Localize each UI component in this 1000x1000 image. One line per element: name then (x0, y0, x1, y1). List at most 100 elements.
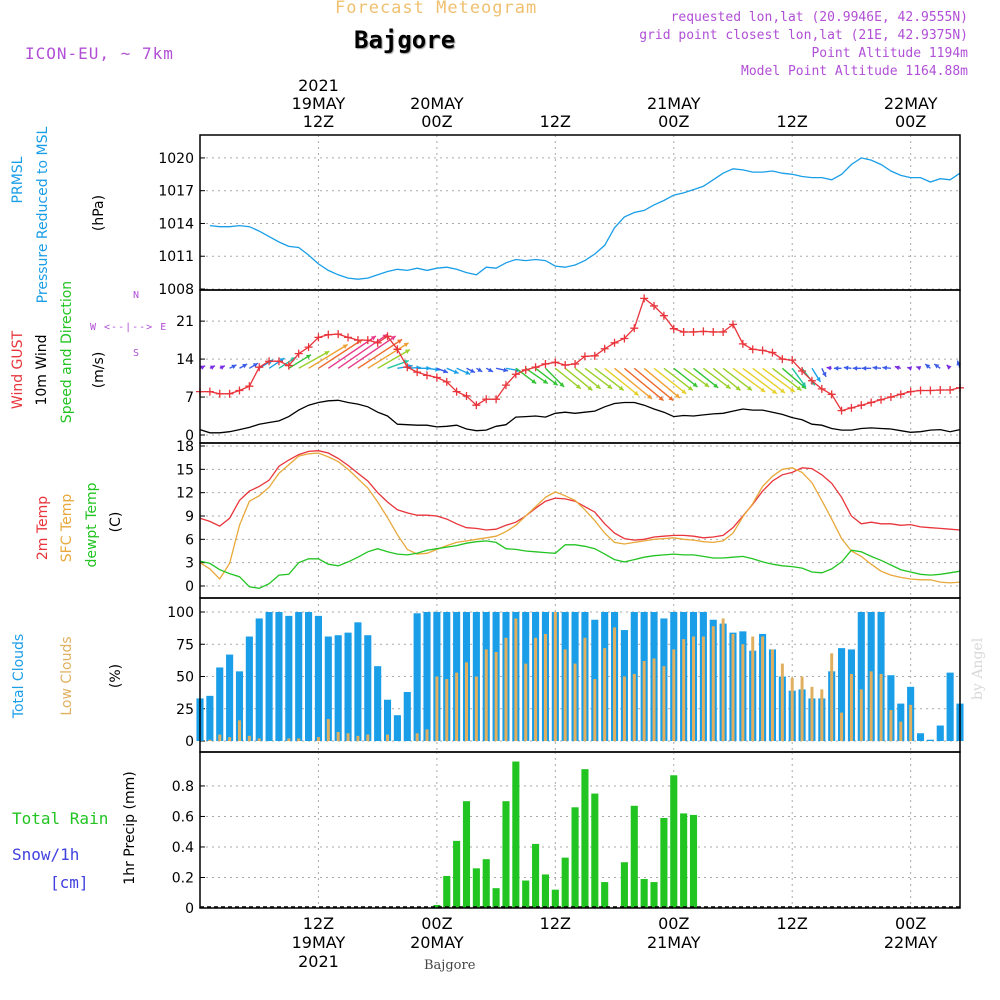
rain-bar (492, 888, 500, 908)
total-cloud-bar (443, 612, 451, 741)
wind-arrow-head (925, 364, 931, 369)
bottom-time-label: 00Z (421, 914, 452, 933)
rain-bar (571, 807, 579, 908)
low-cloud-bar (287, 738, 291, 741)
wind-arrow-head (647, 394, 652, 399)
low-cloud-bar (573, 663, 577, 741)
gust-marker (630, 324, 639, 333)
gust-marker (265, 357, 274, 366)
gust-marker (373, 338, 382, 347)
wind-arrow (781, 367, 807, 390)
y-axis-label: SFC Temp (59, 494, 75, 563)
low-cloud-bar (543, 633, 547, 741)
gust-marker (284, 361, 293, 370)
wind-arrow (702, 367, 731, 390)
wind-arrow (614, 367, 653, 400)
low-cloud-bar (326, 719, 330, 741)
gust-marker (462, 391, 471, 400)
gust-marker (314, 333, 323, 342)
wind-arrow (653, 367, 687, 395)
wind-arrow (732, 367, 766, 393)
bottom-time-label: 19MAY (292, 933, 346, 952)
wind-arrow (298, 350, 330, 369)
low-cloud-bar (445, 679, 449, 741)
wind-arrow-head (852, 365, 858, 371)
gust-marker (896, 390, 905, 399)
y-tick-label: 0 (185, 734, 194, 750)
bottom-time-label: 12Z (303, 914, 334, 933)
panel-wind: 0 7 14 21 (176, 289, 964, 444)
gust-marker (758, 346, 767, 355)
product-title: Forecast Meteogram (335, 0, 538, 18)
series-prmsl (209, 157, 961, 280)
low-cloud-bar (415, 733, 419, 741)
wind-arrow-head (668, 395, 674, 401)
low-cloud-bar (336, 731, 340, 741)
wind-arrow (663, 367, 694, 391)
wind-arrow (377, 348, 411, 369)
rain-bar (650, 882, 658, 908)
total-cloud-bar (265, 612, 273, 741)
wind-arrow (367, 342, 409, 369)
top-time-label: 2021 (298, 76, 339, 95)
gust-marker (511, 370, 520, 379)
total-cloud-bar (245, 636, 253, 741)
gust-marker (916, 386, 925, 395)
rain-bar (660, 817, 668, 908)
low-cloud-bar (257, 738, 261, 741)
total-cloud-bar (235, 671, 244, 741)
gust-marker (541, 359, 550, 368)
wind-arrow-head (789, 387, 795, 393)
wind-arrow-head (796, 385, 802, 391)
rain-bar (620, 862, 628, 908)
total-cloud-bar (305, 612, 313, 741)
wind-arrow-head (872, 365, 878, 371)
gust-marker (423, 371, 432, 380)
low-cloud-bar (603, 648, 607, 741)
gust-marker (393, 345, 402, 354)
low-cloud-bar (701, 636, 705, 741)
wind-arrow-head (843, 365, 849, 371)
gust-marker (235, 386, 244, 395)
wind-arrow-head (607, 384, 613, 389)
total-cloud-bar (857, 612, 865, 741)
low-cloud-bar (237, 720, 241, 741)
bottom-time-label: 12Z (777, 914, 808, 933)
y-tick-label: 1020 (158, 151, 194, 167)
wind-arrow (535, 367, 559, 386)
gust-marker (600, 344, 609, 353)
gust-marker (659, 311, 668, 320)
model-name: ICON-EU, ~ 7km (25, 44, 174, 63)
total-cloud-bar (285, 615, 293, 741)
series-sfc-temp (199, 452, 961, 584)
wind-arrow (673, 367, 698, 388)
low-cloud-bar (218, 734, 222, 741)
total-cloud-bar (324, 636, 332, 741)
wind-arrow-head (780, 388, 786, 393)
wind-arrow (604, 367, 640, 397)
series-wind-gust (200, 297, 961, 412)
total-cloud-bar (423, 612, 431, 741)
wind-arrow-head (575, 384, 581, 389)
wind-arrow (683, 367, 710, 388)
wind-arrow (525, 367, 549, 385)
wind-arrow-head (279, 358, 285, 363)
gust-marker (255, 363, 264, 372)
wind-arrow (594, 367, 625, 391)
total-cloud-bar (916, 733, 925, 741)
y-axis-label: (m/s) (91, 352, 107, 389)
low-cloud-bar (366, 734, 370, 741)
model-point-altitude: Model Point Altitude 1164.88m (741, 64, 968, 79)
gust-marker (857, 401, 866, 410)
precip-legend-item: Snow/1h (12, 845, 79, 864)
y-tick-label: 1017 (158, 184, 194, 200)
wind-arrow-head (801, 384, 807, 389)
low-cloud-bar (731, 633, 735, 741)
gust-marker (472, 401, 481, 410)
y-tick-label: 7 (185, 390, 194, 406)
low-cloud-bar (316, 737, 320, 741)
precip-legend-item: [cm] (50, 873, 89, 892)
wind-arrow (337, 333, 388, 369)
top-time-label: 12Z (303, 112, 334, 131)
total-cloud-bar (936, 725, 944, 741)
